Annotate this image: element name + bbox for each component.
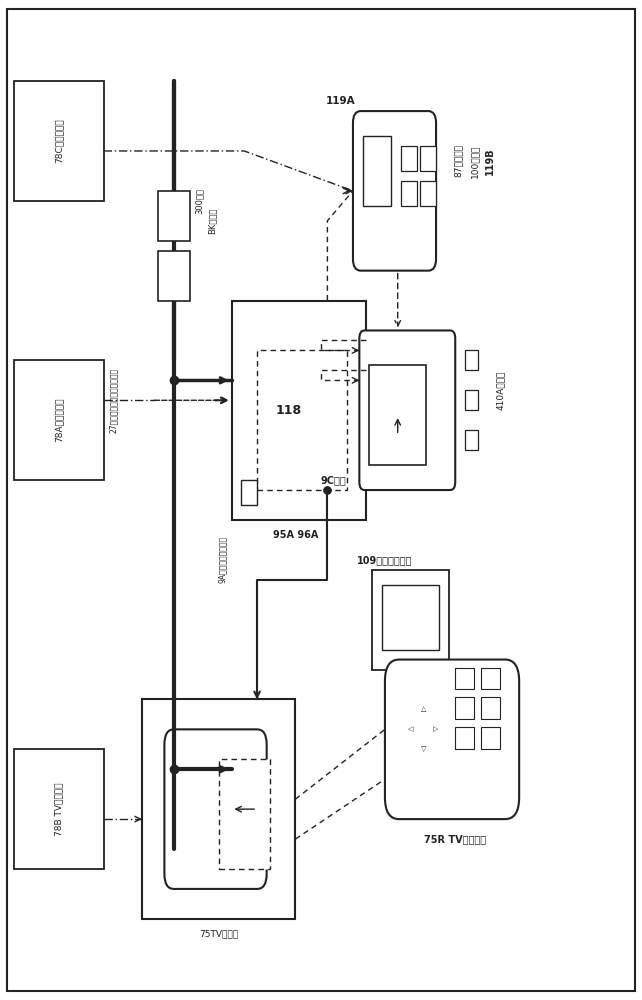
Bar xyxy=(257,350,347,490)
Text: ◁: ◁ xyxy=(408,726,413,732)
FancyBboxPatch shape xyxy=(360,330,455,490)
Bar xyxy=(14,81,103,201)
Bar xyxy=(481,668,500,689)
Text: 27电源供给路路（室内布线）: 27电源供给路路（室内布线） xyxy=(108,368,117,433)
Bar xyxy=(455,727,474,749)
Text: △: △ xyxy=(421,706,426,712)
Bar xyxy=(14,749,103,869)
Text: 87便携电话: 87便携电话 xyxy=(454,144,463,177)
Bar xyxy=(372,570,449,670)
Bar xyxy=(401,181,417,206)
Text: 9A电力指令装置主体: 9A电力指令装置主体 xyxy=(218,536,227,583)
Bar xyxy=(369,365,426,465)
Bar xyxy=(455,668,474,689)
Text: 119A: 119A xyxy=(325,96,355,106)
Text: 109大容量存储器: 109大容量存储器 xyxy=(357,555,413,565)
Bar xyxy=(232,301,366,520)
Bar xyxy=(401,146,417,171)
Bar xyxy=(465,350,478,370)
Bar xyxy=(241,480,257,505)
Bar xyxy=(219,759,270,869)
Text: ▽: ▽ xyxy=(421,746,426,752)
Bar xyxy=(420,181,436,206)
Text: 78C电话公司等: 78C电话公司等 xyxy=(55,119,64,163)
FancyBboxPatch shape xyxy=(353,111,436,271)
Bar xyxy=(382,585,439,650)
Bar xyxy=(14,360,103,480)
Text: BK断路器: BK断路器 xyxy=(208,208,217,234)
Text: 75TV接收机: 75TV接收机 xyxy=(199,929,238,938)
Text: ▷: ▷ xyxy=(433,726,438,732)
Text: 9C出部: 9C出部 xyxy=(321,475,347,485)
Bar xyxy=(142,699,295,919)
Bar xyxy=(455,697,474,719)
Text: 78A电力公司等: 78A电力公司等 xyxy=(55,398,64,442)
Text: 119B: 119B xyxy=(485,147,496,175)
Bar xyxy=(363,136,392,206)
Text: 78B TV广播站等: 78B TV广播站等 xyxy=(55,782,64,836)
Bar xyxy=(465,390,478,410)
Bar xyxy=(420,146,436,171)
Bar xyxy=(158,191,190,241)
Bar xyxy=(481,727,500,749)
Text: 410A血压计: 410A血压计 xyxy=(496,371,505,410)
Text: 75R TV用遥控器: 75R TV用遥控器 xyxy=(424,834,486,844)
Text: 100显示盘: 100显示盘 xyxy=(470,144,479,178)
Bar xyxy=(465,430,478,450)
Bar xyxy=(158,251,190,301)
Text: 95A 96A: 95A 96A xyxy=(273,530,318,540)
Text: 118: 118 xyxy=(276,404,302,417)
FancyBboxPatch shape xyxy=(385,660,519,819)
FancyBboxPatch shape xyxy=(164,729,266,889)
Text: 300电表: 300电表 xyxy=(195,188,204,214)
Bar xyxy=(481,697,500,719)
